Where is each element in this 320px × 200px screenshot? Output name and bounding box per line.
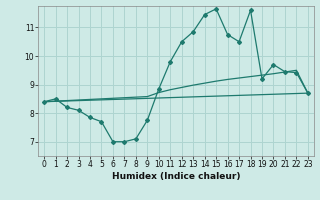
X-axis label: Humidex (Indice chaleur): Humidex (Indice chaleur) <box>112 172 240 181</box>
